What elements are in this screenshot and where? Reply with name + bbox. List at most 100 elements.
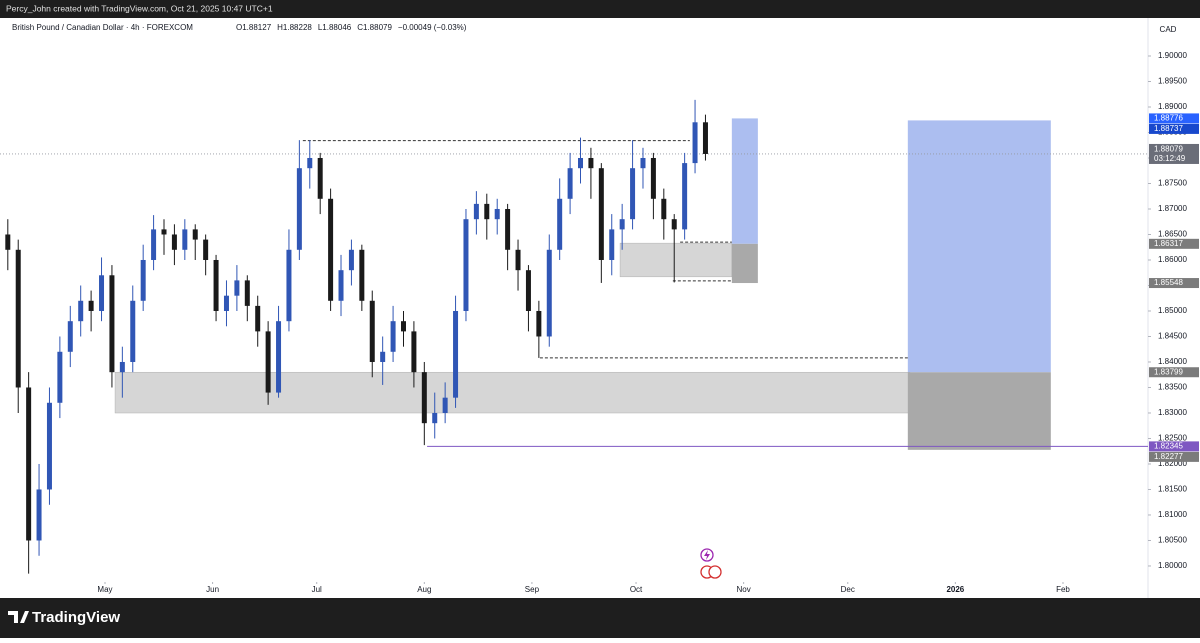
position-target [907,120,1051,373]
ohlc-value: C1.88079 [357,23,392,32]
candle-body [411,331,417,373]
y-tick-label: 1.86500 [1158,230,1187,239]
plot [0,99,1148,574]
credit: Percy_John created with TradingView.com,… [6,3,273,13]
candle-body [359,249,365,301]
x-tick-label: May [97,585,112,594]
y-tick-label: 1.85000 [1158,306,1187,315]
candle-body [702,122,708,154]
candle-body [15,249,21,388]
y-tick-label: 1.84000 [1158,357,1187,366]
price-tag-label: 1.86317 [1154,239,1183,248]
candle-body [546,249,552,337]
candle-body [119,361,125,373]
price-tag-label: 1.88737 [1154,124,1183,133]
price-tag [1149,143,1199,164]
candle-body [515,249,521,271]
candle-body [307,157,313,169]
price-tag-label: 1.88776 [1154,114,1183,123]
price-tag [1149,451,1199,462]
y-tick-label: 1.80500 [1158,536,1187,545]
candle-body [650,157,656,199]
y-tick-label: 1.87500 [1158,179,1187,188]
y-tick-label: 1.81000 [1158,510,1187,519]
candle-body [661,198,667,220]
footer-bar [0,598,1200,638]
candle-body [494,208,500,220]
flag-icon[interactable] [708,565,722,579]
price-tag-label: 1.85548 [1154,278,1183,287]
candle-body [442,397,448,413]
candle-body [473,203,479,220]
candle-body [609,229,615,260]
y-tick-label: 1.90000 [1158,51,1187,60]
x-tick-label: Sep [525,585,540,594]
y-tick-label: 1.83000 [1158,408,1187,417]
candle-body [692,122,698,164]
candle-body [130,300,136,362]
candle-body [26,387,32,541]
price-tag-label: 1.88079 [1154,145,1183,154]
x-tick-label: Nov [737,585,751,594]
position-stop [907,372,1051,450]
candle-body [296,168,302,250]
candle-body [619,219,625,230]
price-tag [1149,238,1199,249]
price-tag-label: 1.83799 [1154,367,1183,376]
top-bar [0,0,1200,18]
symbol: British Pound / Canadian Dollar · 4h · F… [12,23,193,32]
x-tick-label: 2026 [946,585,964,594]
ohlc-value: H1.88228 [277,23,312,32]
x-tick-label: Aug [417,585,431,594]
x-tick-label: Jul [312,585,322,594]
zone [114,371,911,414]
candle-body [203,239,209,260]
candle-body [67,321,73,352]
logo-mark [8,611,29,623]
candle-body [682,163,688,230]
candle-body [151,229,157,260]
ohlc-legend: O1.88127 H1.88228 L1.88046 C1.88079 −0.00049… [236,23,467,32]
candle-body [192,229,198,240]
candle-body [505,208,511,250]
candle-body [588,157,594,169]
price-tag [1149,113,1199,124]
candle-body [338,270,344,301]
x-tick-label: Jun [206,585,219,594]
candle-body [36,489,42,541]
candle-body [400,321,406,332]
y-tick-label: 1.80000 [1158,561,1187,570]
candle-body [234,280,240,296]
candle-body [244,280,250,306]
candle-body [369,300,375,362]
currency: CAD [1160,25,1177,34]
candle-body [265,331,271,393]
position-target [731,118,758,244]
y-tick-label: 1.89500 [1158,77,1187,86]
price-tag [1149,441,1199,452]
candle-body [99,275,105,311]
candle-body [390,321,396,352]
candle-body [630,168,636,220]
event-icon-bolt [704,550,710,560]
candle-body [213,259,219,311]
candle-body [46,402,52,490]
price-tag [1149,123,1199,134]
candle-body [598,168,604,260]
y-tick-label: 1.83500 [1158,383,1187,392]
candle-body [317,157,323,199]
candle-body [57,351,63,403]
candle-body [161,229,167,235]
candle-body [109,275,115,373]
candle-body [348,249,354,271]
candle-body [463,219,469,311]
candle-body [557,198,563,250]
candle-body [276,321,282,393]
x-tick-label: Feb [1056,585,1070,594]
candle-body [78,300,84,322]
brand: TradingView [32,609,120,626]
candle-body [484,203,490,220]
countdown: 03:12:49 [1154,154,1186,163]
candle-body [525,270,531,311]
